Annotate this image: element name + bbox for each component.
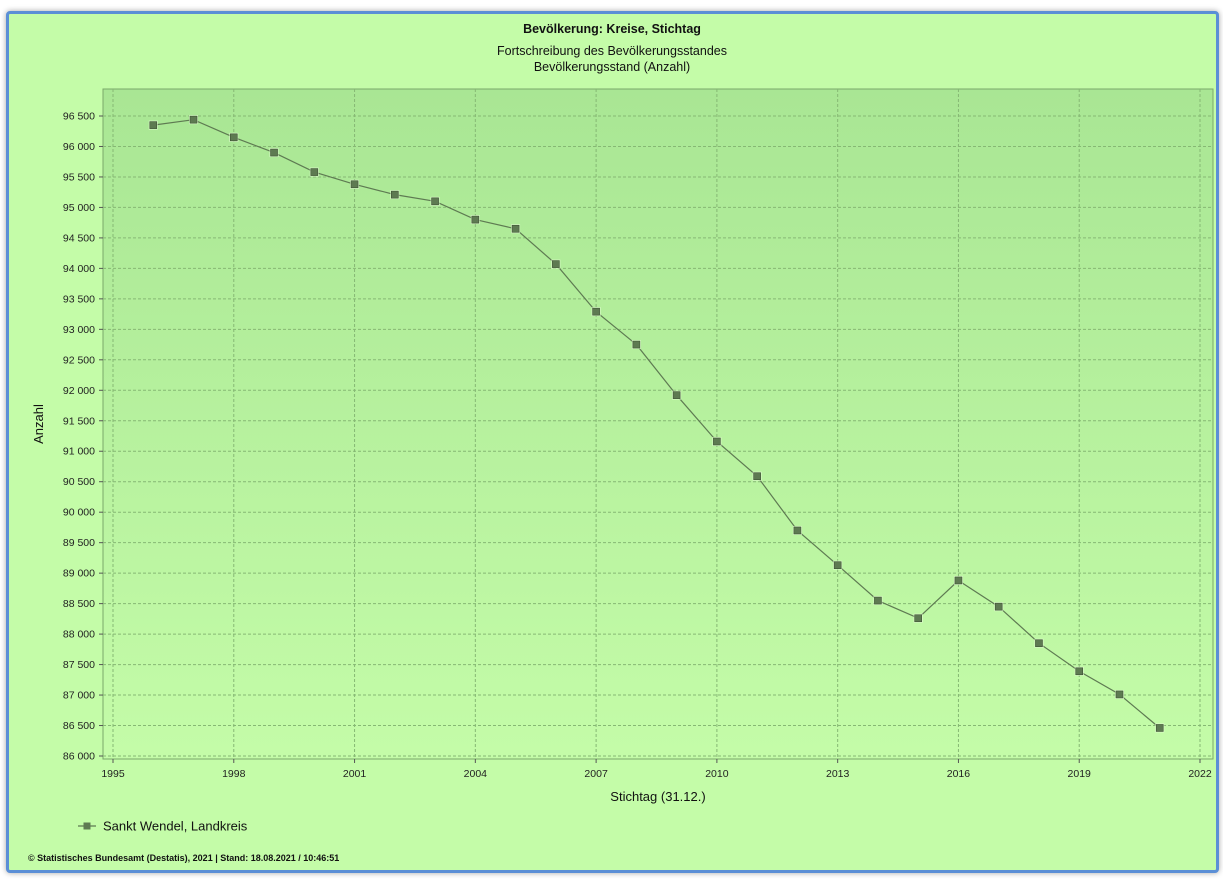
y-tick-label: 93 000: [63, 324, 95, 336]
x-tick-label: 1998: [222, 768, 246, 780]
y-tick-label: 89 500: [63, 537, 95, 549]
data-point: [189, 115, 198, 124]
y-axis-title: Anzahl: [31, 404, 46, 444]
y-tick-label: 90 500: [63, 476, 95, 488]
plot-area: [102, 88, 1214, 760]
legend: Sankt Wendel, Landkreis: [78, 819, 248, 834]
data-point: [229, 133, 238, 142]
data-point: [270, 148, 278, 157]
legend-marker-swatch: [83, 822, 91, 830]
data-point: [833, 561, 842, 570]
y-tick-label: 88 500: [63, 598, 95, 610]
data-point: [874, 596, 882, 605]
data-point: [391, 190, 399, 199]
y-tick-label: 91 000: [63, 446, 95, 458]
data-point: [431, 197, 439, 206]
data-point: [592, 307, 600, 316]
data-point: [793, 526, 802, 535]
y-tick-label: 94 500: [63, 232, 95, 244]
grid-lines: [103, 89, 1213, 759]
x-tick-label: 2010: [705, 768, 729, 780]
x-tick-label: 2016: [947, 768, 971, 780]
series-line: [153, 119, 1161, 729]
data-point: [149, 121, 158, 129]
data-point: [914, 614, 922, 623]
data-point: [1155, 724, 1164, 732]
x-tick-label: 2019: [1068, 768, 1092, 780]
data-point: [632, 340, 641, 349]
y-tick-label: 95 000: [63, 202, 95, 214]
y-tick-label: 92 000: [63, 385, 95, 397]
y-tick-label: 92 500: [63, 354, 95, 366]
y-tick-label: 88 000: [63, 629, 95, 641]
footer-credit: © Statistisches Bundesamt (Destatis), 20…: [28, 853, 339, 863]
chart-title: Bevölkerung: Kreise, Stichtag: [523, 22, 701, 36]
x-tick-label: 2004: [464, 768, 488, 780]
y-tick-label: 86 500: [63, 720, 95, 732]
data-point: [753, 472, 761, 481]
y-tick-label: 91 500: [63, 415, 95, 427]
y-tick-label: 90 000: [63, 507, 95, 519]
x-tick-label: 2001: [343, 768, 367, 780]
data-point: [994, 602, 1003, 611]
y-tick-label: 95 500: [63, 171, 95, 183]
data-point: [511, 224, 520, 233]
x-tick-label: 2007: [584, 768, 608, 780]
axes: 86 000 86 500 87 000 87 500 88 000 88 500 89 0…: [63, 111, 1212, 781]
y-tick-label: 96 500: [63, 111, 95, 123]
x-tick-label: 2013: [826, 768, 850, 780]
chart-subtitle-2: Bevölkerungsstand (Anzahl): [534, 60, 690, 74]
data-point: [552, 260, 560, 268]
data-point: [1115, 690, 1124, 699]
data-point: [954, 576, 963, 585]
chart-subtitle: Fortschreibung des Bevölkerungsstandes: [497, 44, 727, 58]
series-layer: [148, 115, 1165, 733]
x-tick-label: 2022: [1188, 768, 1212, 780]
data-point: [1035, 639, 1043, 648]
data-point: [310, 168, 319, 176]
y-tick-label: 96 000: [63, 141, 95, 153]
y-tick-label: 87 500: [63, 659, 95, 671]
y-tick-label: 87 000: [63, 690, 95, 702]
y-tick-label: 89 000: [63, 568, 95, 580]
legend-label: Sankt Wendel, Landkreis: [103, 819, 248, 834]
data-point: [350, 180, 359, 189]
y-tick-label: 86 000: [63, 751, 95, 763]
data-point: [672, 391, 681, 399]
x-tick-label: 1995: [101, 768, 125, 780]
x-axis-title: Stichtag (31.12.): [610, 789, 705, 804]
y-tick-label: 94 000: [63, 263, 95, 275]
data-point: [713, 437, 721, 446]
data-point: [1075, 667, 1084, 676]
data-point: [471, 215, 480, 224]
y-tick-label: 93 500: [63, 293, 95, 305]
